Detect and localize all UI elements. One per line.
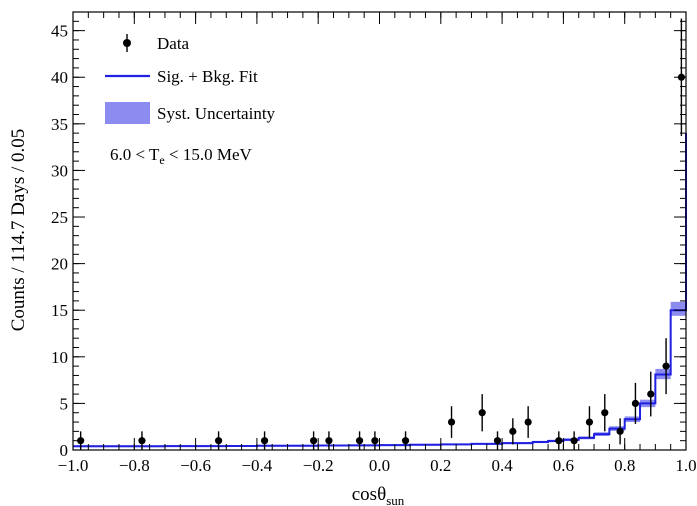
- data-point: [601, 394, 609, 432]
- y-tick-label: 45: [51, 22, 68, 41]
- x-axis-title: cosθsun: [352, 484, 405, 506]
- energy-range-annotation: 6.0 < Te < 15.0 MeV: [110, 145, 252, 167]
- data-marker: [371, 437, 379, 445]
- data-marker: [585, 418, 594, 426]
- energy-range-sub: e: [159, 153, 164, 167]
- legend: Data Sig. + Bkg. Fit Syst. Uncertainty: [105, 34, 276, 124]
- x-tick-label: 0.4: [491, 456, 513, 475]
- data-marker: [260, 437, 269, 445]
- y-tick-label: 10: [51, 348, 68, 367]
- systematic-uncertainty-band: [73, 301, 686, 448]
- fit-line: [73, 133, 687, 448]
- data-marker: [310, 437, 318, 445]
- legend-fit-label: Sig. + Bkg. Fit: [157, 67, 258, 86]
- data-point: [585, 406, 594, 438]
- axis-ticks: [72, 11, 687, 451]
- legend-data-marker: [123, 34, 131, 52]
- data-point: [260, 431, 269, 450]
- data-point: [616, 418, 624, 445]
- x-tick-label: 0.2: [430, 456, 451, 475]
- data-point: [570, 431, 578, 450]
- data-point: [631, 382, 640, 424]
- energy-range-pre: 6.0 < T: [110, 145, 160, 164]
- x-tick-labels: −1.0 −0.8 −0.6 −0.4 −0.2 0.0 0.2 0.4 0.6 0.8 1.0: [58, 456, 697, 475]
- data-marker: [325, 437, 333, 445]
- x-tick-label: −0.2: [303, 456, 334, 475]
- data-marker: [524, 418, 532, 426]
- data-marker: [570, 437, 578, 445]
- x-tick-label: 0.0: [369, 456, 390, 475]
- legend-band-label: Syst. Uncertainty: [157, 104, 276, 123]
- data-point: [214, 431, 223, 450]
- data-marker: [77, 437, 85, 445]
- x-tick-label: 0.8: [614, 456, 635, 475]
- legend-band-swatch: [105, 102, 150, 124]
- x-tick-label: −0.8: [119, 456, 150, 475]
- data-point: [662, 338, 670, 395]
- data-points-layer: [77, 18, 686, 450]
- data-marker: [509, 427, 517, 435]
- y-tick-label: 20: [51, 255, 68, 274]
- y-tick-label: 15: [51, 301, 68, 320]
- data-point: [524, 406, 532, 438]
- x-tick-label: −1.0: [58, 456, 89, 475]
- data-point: [478, 394, 486, 432]
- data-marker: [493, 437, 502, 445]
- x-tick-label: −0.6: [180, 456, 211, 475]
- y-tick-label: 35: [51, 115, 68, 134]
- data-marker: [601, 409, 609, 417]
- energy-range-post: < 15.0 MeV: [165, 145, 253, 164]
- data-point: [310, 431, 318, 450]
- data-point: [401, 431, 410, 450]
- x-tick-label: 1.0: [675, 456, 696, 475]
- data-point: [355, 431, 364, 450]
- legend-data-label: Data: [157, 34, 190, 53]
- y-tick-labels: 0 5 10 15 20 25 30 35 40 45: [51, 22, 68, 460]
- data-marker: [447, 418, 456, 426]
- y-tick-label: 0: [60, 441, 69, 460]
- x-axis-title-sub: sun: [386, 493, 405, 506]
- data-marker: [214, 437, 223, 445]
- band-bin: [670, 301, 686, 316]
- data-point: [371, 431, 379, 450]
- y-tick-label: 25: [51, 208, 68, 227]
- x-tick-label: 0.6: [553, 456, 574, 475]
- y-tick-label: 40: [51, 68, 68, 87]
- x-tick-label: −0.4: [241, 456, 272, 475]
- data-marker: [616, 427, 624, 435]
- data-marker: [401, 437, 410, 445]
- data-marker: [478, 409, 486, 417]
- data-marker: [355, 437, 364, 445]
- data-marker: [555, 437, 563, 445]
- fit-curve-layer: [73, 133, 687, 448]
- data-marker: [662, 362, 670, 370]
- data-point: [555, 431, 563, 450]
- data-point: [493, 431, 502, 450]
- data-marker: [647, 390, 655, 398]
- y-tick-label: 30: [51, 161, 68, 180]
- data-marker: [138, 437, 146, 445]
- y-axis-title: Counts / 114.7 Days / 0.05: [8, 129, 29, 332]
- data-point: [138, 431, 146, 450]
- data-point: [77, 431, 85, 450]
- x-axis-title-main: cosθ: [352, 484, 386, 505]
- data-point: [447, 406, 456, 438]
- data-marker: [631, 399, 640, 408]
- data-point: [509, 418, 517, 445]
- data-point: [647, 371, 655, 417]
- data-point: [325, 431, 333, 450]
- y-tick-label: 5: [60, 394, 69, 413]
